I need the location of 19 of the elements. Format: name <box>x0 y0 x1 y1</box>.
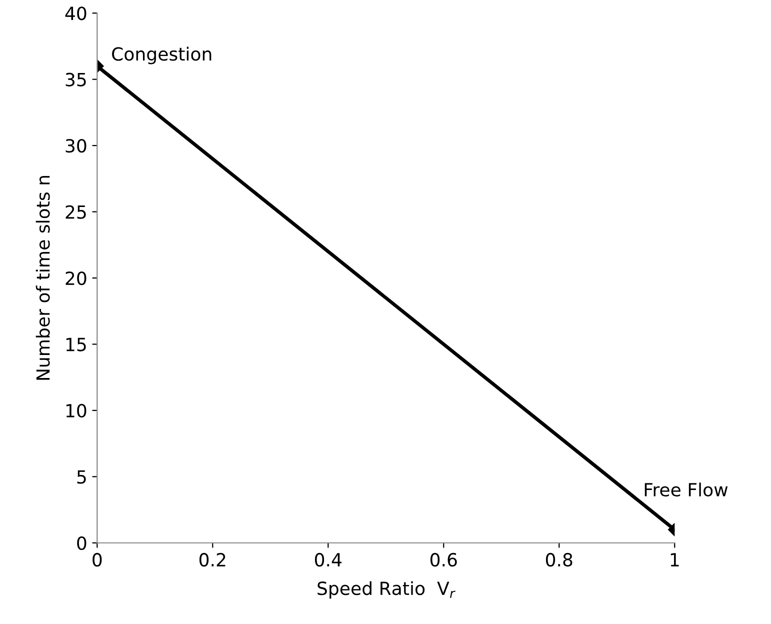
y-tick-label: 5 <box>77 470 86 484</box>
x-tick-label: 0.8 <box>546 552 572 567</box>
x-tick-label: 0.4 <box>314 552 342 567</box>
y-tick-label: 20 <box>66 271 86 286</box>
annotation: Free Flow <box>644 482 728 497</box>
x-tick-label: 0 <box>92 552 102 567</box>
y-tick-label: 30 <box>66 139 86 153</box>
x-axis-title: Speed Ratio V$_{r}$ <box>318 581 456 599</box>
annotation: Congestion <box>112 46 212 64</box>
x-tick-label: 0.2 <box>199 552 226 567</box>
x-tick-label: 1 <box>670 553 679 566</box>
y-axis-title: Number of time slots n <box>36 176 50 380</box>
y-tick-label: 25 <box>66 205 86 219</box>
x-tick-label: 0.6 <box>430 552 457 567</box>
y-tick-label: 0 <box>77 536 86 550</box>
y-tick-label: 15 <box>66 338 86 352</box>
y-tick-label: 35 <box>66 72 86 86</box>
y-tick-label: 10 <box>66 404 86 418</box>
y-tick-label: 40 <box>65 6 86 20</box>
